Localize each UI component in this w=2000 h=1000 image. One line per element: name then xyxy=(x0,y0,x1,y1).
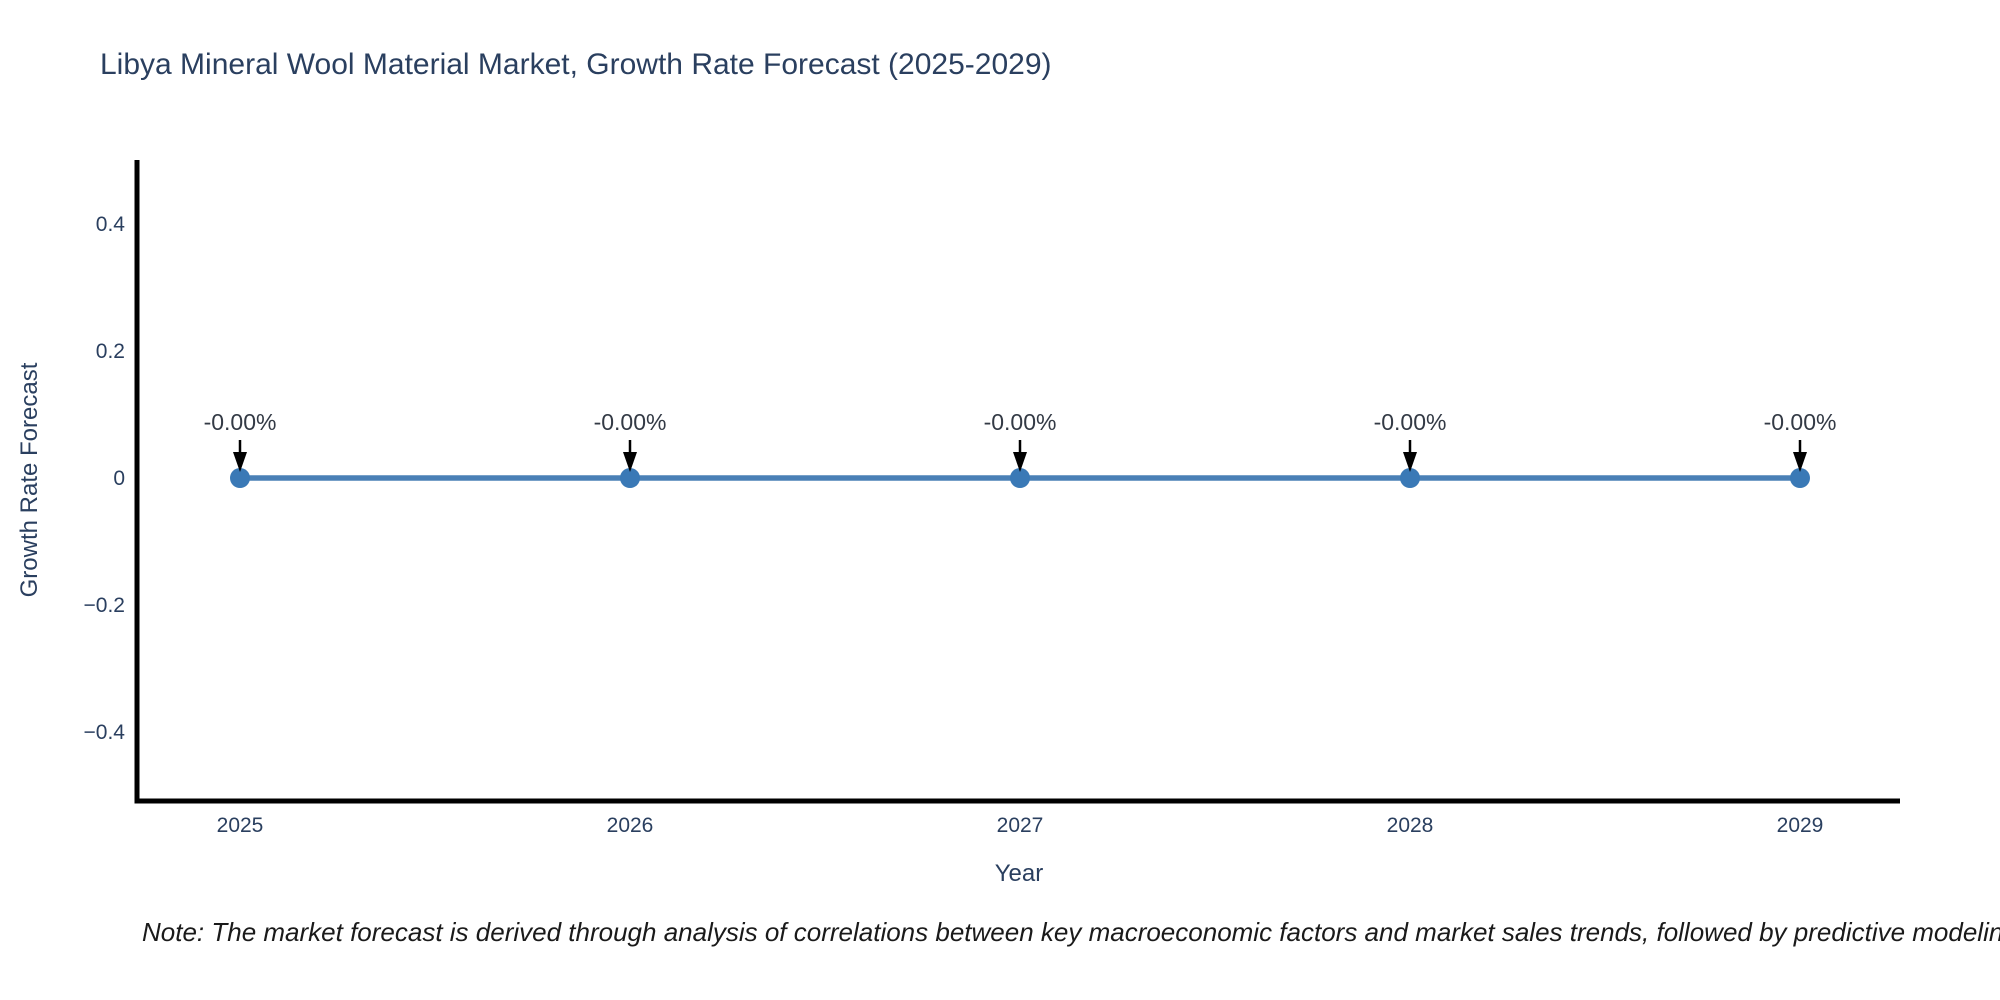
y-tick-label: 0.2 xyxy=(96,340,125,363)
y-tick-label: 0 xyxy=(113,467,125,490)
annotation-arrow-head xyxy=(233,452,247,472)
data-point-marker xyxy=(1400,468,1420,488)
data-point-marker xyxy=(230,468,250,488)
x-tick-label: 2027 xyxy=(997,814,1044,837)
x-tick-label: 2026 xyxy=(607,814,654,837)
annotation-arrow-head xyxy=(1403,452,1417,472)
footnote: Note: The market forecast is derived thr… xyxy=(142,917,2000,947)
point-annotation-label: -0.00% xyxy=(1374,409,1447,435)
point-annotation-label: -0.00% xyxy=(984,409,1057,435)
annotation-arrow-head xyxy=(623,452,637,472)
point-annotation-label: -0.00% xyxy=(1764,409,1837,435)
annotation-arrow-head xyxy=(1793,452,1807,472)
y-tick-label: −0.2 xyxy=(84,594,125,617)
data-point-marker xyxy=(1790,468,1810,488)
x-axis-title: Year xyxy=(994,860,1044,887)
data-point-marker xyxy=(620,468,640,488)
x-tick-label: 2028 xyxy=(1387,814,1434,837)
y-tick-label: −0.4 xyxy=(84,721,126,744)
data-point-marker xyxy=(1010,468,1030,488)
chart-title: Libya Mineral Wool Material Market, Grow… xyxy=(100,48,1052,81)
y-axis-title: Growth Rate Forecast xyxy=(16,362,43,598)
x-tick-label: 2029 xyxy=(1777,814,1824,837)
x-tick-label: 2025 xyxy=(217,814,264,837)
point-annotation-label: -0.00% xyxy=(204,409,277,435)
annotation-arrow-head xyxy=(1013,452,1027,472)
point-annotation-label: -0.00% xyxy=(594,409,667,435)
y-tick-label: 0.4 xyxy=(96,213,126,236)
